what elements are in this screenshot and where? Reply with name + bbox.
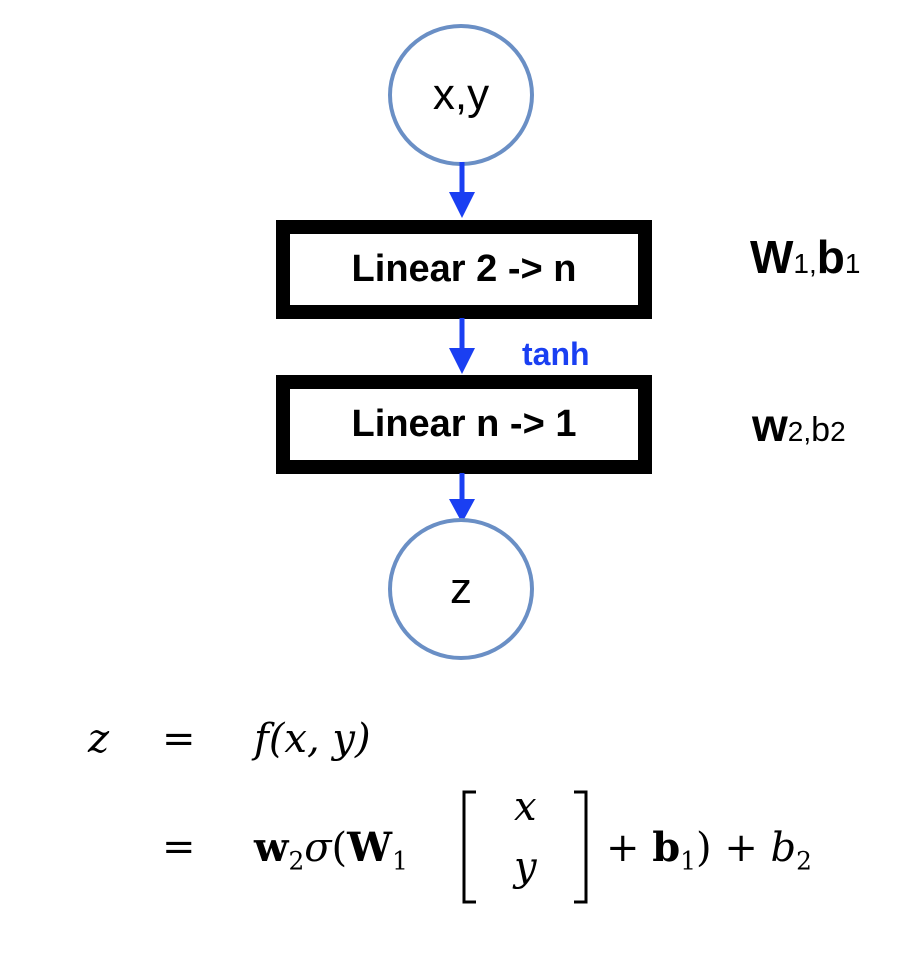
layer1-box: Linear 2 -> n bbox=[276, 220, 652, 319]
vector-top: x bbox=[514, 784, 537, 830]
eq1-rhs: f(x, y) bbox=[254, 716, 371, 762]
layer1-label: Linear 2 -> n bbox=[351, 248, 577, 290]
eq2-term-w2: w2σ(W1 bbox=[254, 824, 408, 876]
vector-brackets bbox=[462, 790, 588, 904]
output-node-label: z bbox=[450, 564, 472, 613]
layer2-param-b: b bbox=[811, 411, 831, 449]
layer1-param-b-sub: 1 bbox=[844, 248, 861, 279]
input-node-label: x,y bbox=[432, 70, 490, 119]
arrow-layer1-to-layer2 bbox=[449, 318, 475, 374]
layer2-param-b-sub: 2 bbox=[830, 416, 846, 447]
equation-line-2: = w2σ(W1 x y + b1) + b2 bbox=[162, 784, 862, 910]
output-node: z bbox=[388, 518, 534, 660]
arrow-layer2-to-output bbox=[449, 473, 475, 523]
eq1-equals: = bbox=[162, 716, 196, 762]
vector-bottom: y bbox=[514, 844, 537, 890]
layer1-param-w-sub: 1 bbox=[793, 248, 809, 279]
layer1-param-sep: , bbox=[809, 248, 817, 279]
layer1-params: W1,b1 bbox=[750, 230, 860, 284]
layer2-params: w2,b2 bbox=[752, 398, 846, 452]
layer1-param-b: b bbox=[816, 231, 845, 283]
layer2-box: Linear n -> 1 bbox=[276, 375, 652, 474]
eq1-lhs: z bbox=[88, 716, 110, 762]
eq2-equals: = bbox=[162, 824, 196, 870]
layer2-param-sep: , bbox=[803, 416, 812, 447]
activation-label: tanh bbox=[522, 336, 590, 372]
layer2-param-w: w bbox=[752, 399, 788, 451]
layer2-param-w-sub: 2 bbox=[787, 416, 804, 447]
eq2-tail: + b1) + b2 bbox=[606, 824, 812, 876]
arrow-input-to-layer1 bbox=[449, 162, 475, 218]
layer2-label: Linear n -> 1 bbox=[351, 403, 577, 445]
equation-line-1: z = f(x, y) bbox=[88, 716, 371, 762]
input-node: x,y bbox=[388, 24, 534, 166]
layer1-param-w: W bbox=[750, 231, 794, 283]
